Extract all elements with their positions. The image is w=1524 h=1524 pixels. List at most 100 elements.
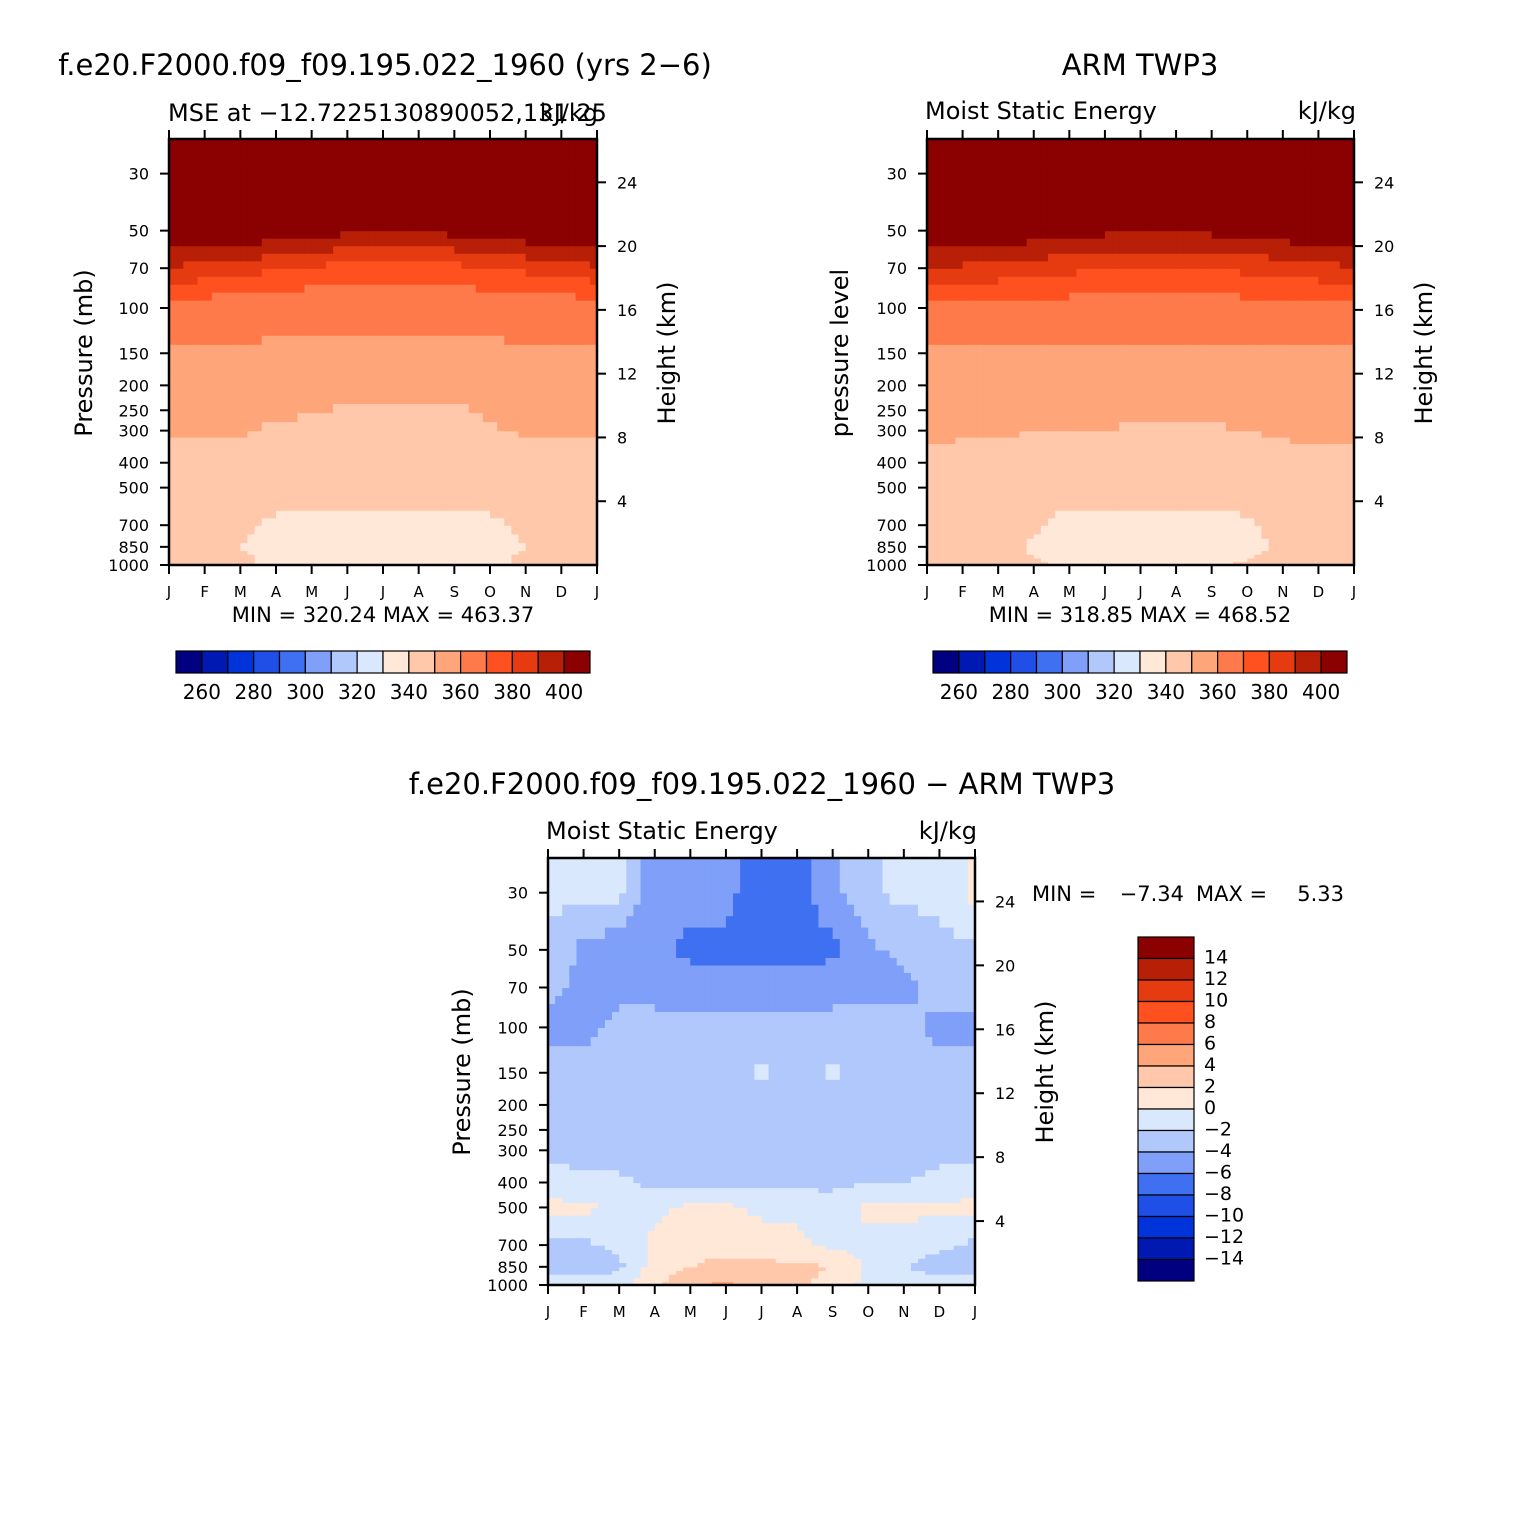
- field-cell: [1297, 550, 1305, 555]
- field-cell: [1261, 487, 1270, 496]
- field-cell: [1289, 542, 1298, 548]
- field-cell: [226, 557, 234, 562]
- field-cell: [368, 159, 377, 168]
- field-cell: [1062, 550, 1070, 555]
- field-cell: [1119, 487, 1127, 496]
- field-cell: [333, 159, 341, 168]
- field-cell: [383, 196, 391, 209]
- field-cell: [404, 378, 413, 386]
- field-cell: [454, 561, 463, 566]
- field-cell: [425, 253, 434, 262]
- field-cell: [1069, 462, 1078, 469]
- field-cell: [240, 238, 249, 247]
- field-cell: [1047, 557, 1056, 562]
- field-cell: [169, 359, 177, 367]
- field-cell: [468, 326, 477, 336]
- field-cell: [418, 546, 427, 552]
- field-cell: [411, 550, 420, 555]
- field-cell: [390, 546, 398, 552]
- field-cell: [404, 443, 413, 451]
- field-cell: [568, 495, 577, 504]
- field-cell: [432, 173, 441, 186]
- field-cell: [226, 517, 234, 526]
- field-cell: [1346, 542, 1355, 548]
- field-cell: [504, 394, 512, 405]
- field-cell: [440, 139, 448, 147]
- field-cell: [361, 372, 370, 380]
- field-cell: [589, 394, 598, 405]
- field-cell: [361, 525, 370, 531]
- field-cell: [283, 525, 291, 531]
- field-cell: [361, 456, 370, 464]
- field-cell: [390, 207, 398, 220]
- field-cell: [511, 546, 520, 552]
- field-cell: [1304, 525, 1312, 531]
- field-cell: [582, 467, 591, 474]
- field-cell: [276, 335, 284, 345]
- field-cell: [561, 557, 570, 562]
- field-cell: [375, 366, 384, 374]
- field-cell: [934, 482, 942, 489]
- field-cell: [354, 253, 363, 262]
- field-cell: [261, 359, 270, 367]
- field-cell: [340, 517, 348, 526]
- field-cell: [318, 472, 327, 479]
- field-cell: [261, 502, 270, 511]
- field-cell: [575, 185, 584, 198]
- field-cell: [1325, 550, 1334, 555]
- field-cell: [998, 533, 1006, 539]
- field-cell: [461, 482, 470, 489]
- field-cell: [240, 335, 249, 345]
- field-cell: [340, 510, 348, 519]
- field-cell: [211, 166, 220, 175]
- field-cell: [304, 456, 313, 464]
- field-cell: [240, 529, 249, 535]
- field-cell: [268, 335, 277, 345]
- field-cell: [297, 196, 306, 209]
- field-cell: [1112, 538, 1120, 544]
- field-cell: [226, 308, 234, 318]
- field-cell: [290, 542, 298, 548]
- field-cell: [1211, 482, 1220, 489]
- field-cell: [1211, 472, 1220, 479]
- field-cell: [318, 533, 327, 539]
- field-cell: [340, 546, 348, 552]
- field-cell: [169, 292, 177, 301]
- field-cell: [268, 145, 277, 154]
- field-cell: [554, 292, 562, 301]
- field-cell: [1168, 546, 1177, 552]
- field-cell: [1055, 529, 1063, 535]
- field-cell: [941, 546, 949, 552]
- field-cell: [1019, 456, 1028, 464]
- field-cell: [240, 510, 249, 519]
- field-cell: [204, 557, 213, 562]
- colorbar-label: 280: [235, 680, 273, 704]
- field-cell: [475, 557, 484, 562]
- field-cell: [1346, 561, 1355, 566]
- field-cell: [511, 372, 520, 380]
- field-cell: [340, 196, 348, 209]
- field-cell: [418, 517, 427, 526]
- field-cell: [233, 482, 241, 489]
- field-cell: [368, 502, 377, 511]
- field-cell: [290, 292, 298, 301]
- field-cell: [1005, 538, 1013, 544]
- field-cell: [211, 557, 220, 562]
- field-cell: [211, 467, 220, 474]
- field-cell: [1339, 525, 1348, 531]
- field-cell: [468, 196, 477, 209]
- x-tick-label: J: [594, 583, 599, 601]
- field-cell: [1076, 533, 1085, 539]
- field-cell: [318, 335, 327, 345]
- field-cell: [1133, 538, 1142, 544]
- field-cell: [432, 353, 441, 361]
- field-cell: [432, 550, 441, 555]
- field-cell: [432, 546, 441, 552]
- field-cell: [582, 430, 591, 438]
- field-cell: [1346, 502, 1355, 511]
- field-cell: [425, 449, 434, 457]
- field-cell: [955, 529, 964, 535]
- field-cell: [183, 529, 191, 535]
- field-cell: [941, 462, 949, 469]
- field-cell: [1183, 456, 1191, 464]
